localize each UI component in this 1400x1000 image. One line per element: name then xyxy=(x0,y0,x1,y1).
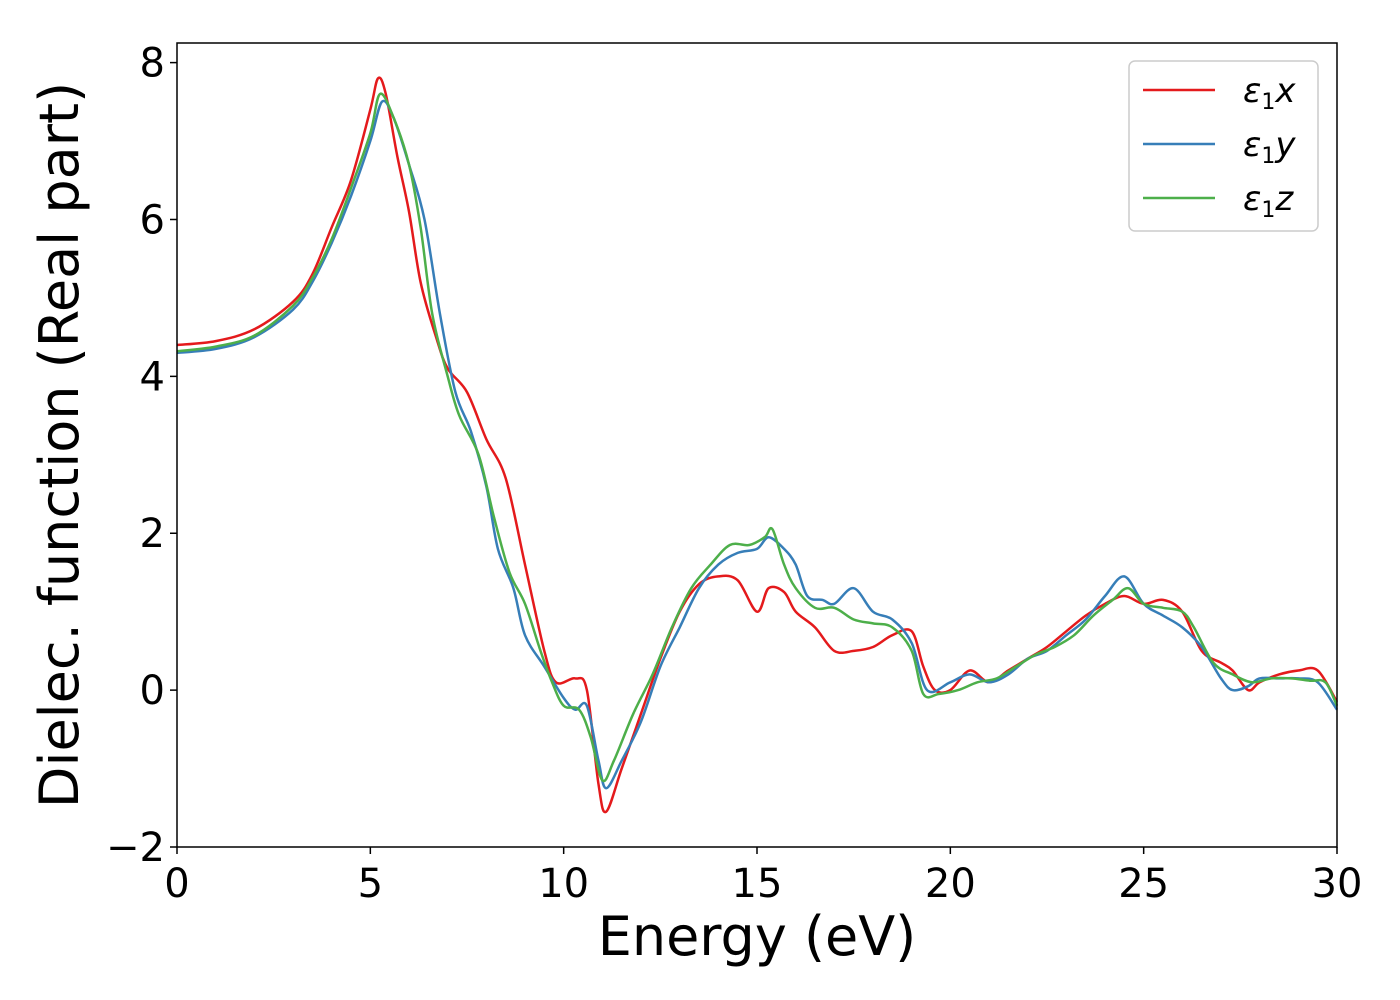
legend-label: ε1z xyxy=(1243,179,1294,223)
series-layer xyxy=(176,76,1339,814)
x-tick-label: 0 xyxy=(164,861,189,907)
x-axis-label: Energy (eV) xyxy=(598,905,917,968)
y-tick-label: −2 xyxy=(106,825,165,871)
y-tick-label: 6 xyxy=(140,197,165,243)
legend-box xyxy=(1128,60,1319,232)
x-tick-label: 30 xyxy=(1312,861,1363,907)
x-tick-label: 25 xyxy=(1118,861,1169,907)
y-axis-label: Dielec. function (Real part) xyxy=(28,82,91,808)
y-tick-label: 4 xyxy=(140,354,165,400)
legend-label-variable: z xyxy=(1274,179,1294,219)
y-tick-label: 0 xyxy=(140,668,165,714)
series-line-z xyxy=(176,92,1339,783)
x-tick-label: 5 xyxy=(358,861,383,907)
legend-label-subscript: 1 xyxy=(1261,90,1275,115)
legend-label: ε1x xyxy=(1243,71,1296,115)
y-tick-label: 8 xyxy=(140,41,165,87)
legend-label-base: ε xyxy=(1243,179,1261,219)
x-tick-label: 20 xyxy=(925,861,976,907)
x-tick-label: 15 xyxy=(732,861,783,907)
legend-label-variable: y xyxy=(1274,125,1296,165)
legend-label-base: ε xyxy=(1243,125,1261,165)
legend-label-base: ε xyxy=(1243,71,1261,111)
legend-label-subscript: 1 xyxy=(1261,198,1275,223)
y-tick-label: 2 xyxy=(140,511,165,557)
legend-label-subscript: 1 xyxy=(1261,144,1275,169)
legend-label: ε1y xyxy=(1243,125,1296,169)
legend-label-variable: x xyxy=(1274,71,1296,111)
x-tick-label: 10 xyxy=(538,861,589,907)
